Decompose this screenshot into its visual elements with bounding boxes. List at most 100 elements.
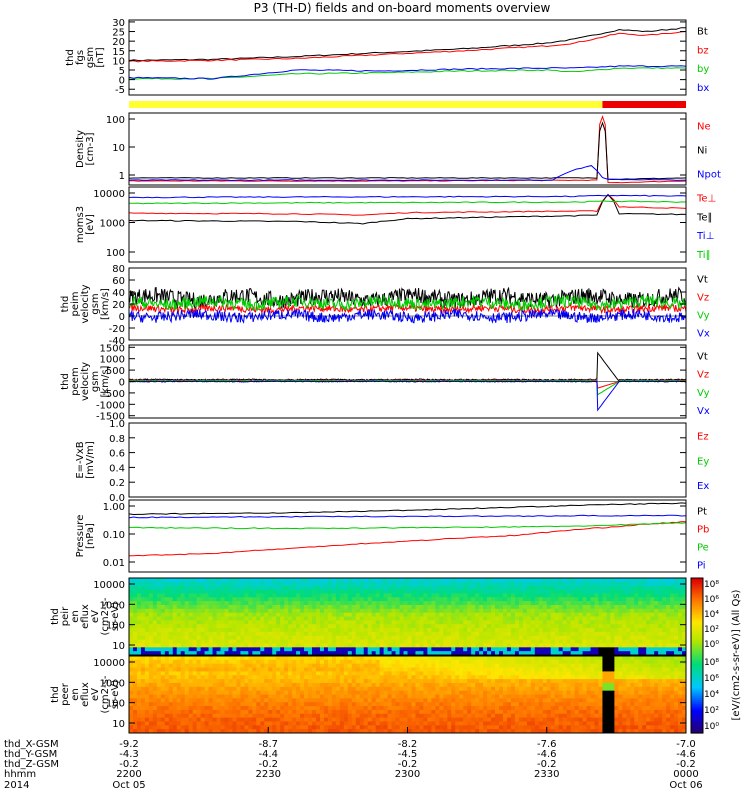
heatmap-cell xyxy=(308,706,313,711)
heatmap-cell xyxy=(514,679,520,684)
heatmap-cell xyxy=(228,682,233,688)
heatmap-cell xyxy=(204,686,210,692)
heatmap-cell xyxy=(646,620,651,625)
heatmap-cell xyxy=(200,729,206,734)
heatmap-cell xyxy=(658,581,663,587)
heatmap-cell xyxy=(423,608,428,614)
heatmap-cell xyxy=(439,639,444,644)
heatmap-cell xyxy=(606,612,611,617)
heatmap-cell xyxy=(268,612,273,617)
heatmap-cell xyxy=(363,729,369,734)
heatmap-cell xyxy=(343,604,349,610)
heatmap-cell xyxy=(136,725,142,730)
heatmap-cell xyxy=(674,647,679,652)
heatmap-cell xyxy=(240,721,245,726)
heatmap-cell xyxy=(387,721,393,726)
heatmap-cell xyxy=(292,616,297,621)
heatmap-cell xyxy=(224,635,229,641)
heatmap-cell xyxy=(502,656,508,661)
heatmap-cell xyxy=(670,612,675,617)
heatmap-cell xyxy=(212,667,218,672)
heatmap-cell xyxy=(495,581,500,587)
heatmap-cell xyxy=(323,601,329,606)
heatmap-cell xyxy=(304,717,309,722)
heatmap-cell xyxy=(248,690,253,695)
heatmap-cell xyxy=(355,643,361,648)
heatmap-cell xyxy=(387,702,393,707)
heatmap-cell xyxy=(371,597,377,602)
heatmap-cell xyxy=(558,612,564,617)
heatmap-cell xyxy=(423,706,428,711)
heatmap-cell xyxy=(479,706,484,711)
heatmap-cell xyxy=(387,725,393,730)
heatmap-cell xyxy=(343,651,349,656)
heatmap-cell xyxy=(558,639,564,644)
heatmap-cell xyxy=(678,651,683,656)
heatmap-cell xyxy=(467,616,472,621)
heatmap-cell xyxy=(395,601,401,606)
heatmap-cell xyxy=(204,601,210,606)
heatmap-cell xyxy=(236,702,241,707)
heatmap-cell xyxy=(335,659,341,665)
heatmap-cell xyxy=(447,725,452,730)
heatmap-cell xyxy=(339,612,345,617)
heatmap-cell xyxy=(180,624,186,629)
heatmap-cell xyxy=(375,659,381,665)
heatmap-cell xyxy=(514,651,520,656)
heatmap-cell xyxy=(200,690,206,695)
heatmap-cell xyxy=(292,597,297,602)
heatmap-cell xyxy=(339,667,345,672)
heatmap-cell xyxy=(168,663,174,669)
heatmap-cell xyxy=(284,604,289,610)
heatmap-cell xyxy=(319,635,325,641)
heatmap-cell xyxy=(188,647,194,652)
heatmap-cell xyxy=(347,671,353,676)
heatmap-cell xyxy=(570,581,576,587)
heatmap-cell xyxy=(280,690,285,695)
heatmap-cell xyxy=(634,612,639,617)
heatmap-cell xyxy=(256,608,261,614)
heatmap-cell xyxy=(284,647,289,652)
heatmap-cell xyxy=(411,659,416,665)
legend-pressure-2: Pe xyxy=(697,542,709,553)
heatmap-cell xyxy=(264,729,269,734)
heatmap-cell xyxy=(288,608,293,614)
heatmap-cell xyxy=(427,709,432,715)
heatmap-cell xyxy=(435,675,440,680)
series-temperature-2 xyxy=(128,194,687,199)
heatmap-cell xyxy=(252,647,257,652)
heatmap-cell xyxy=(172,597,178,602)
heatmap-cell xyxy=(479,589,484,594)
legend-temperature-3: Ti∥ xyxy=(696,250,711,261)
heatmap-cell xyxy=(228,581,233,587)
heatmap-cell xyxy=(483,698,488,703)
heatmap-cell xyxy=(335,593,341,598)
heatmap-cell xyxy=(463,686,468,692)
heatmap-cell xyxy=(308,656,313,661)
heatmap-cell xyxy=(447,581,452,587)
heatmap-cell xyxy=(140,631,146,637)
heatmap-cell xyxy=(538,620,544,625)
heatmap-cell xyxy=(331,647,337,652)
heatmap-cell xyxy=(582,612,588,617)
heatmap-cell xyxy=(304,631,309,637)
heatmap-cell xyxy=(288,589,293,594)
heatmap-cell xyxy=(654,585,659,591)
heatmap-cell xyxy=(272,721,277,726)
heatmap-cell xyxy=(296,702,301,707)
heatmap-cell xyxy=(327,585,333,591)
heatmap-cell xyxy=(256,601,261,606)
heatmap-cell xyxy=(423,709,428,715)
heatmap-cell xyxy=(272,597,277,602)
heatmap-cell xyxy=(168,659,174,665)
heatmap-cell xyxy=(455,601,460,606)
heatmap-cell xyxy=(308,725,313,730)
heatmap-cell xyxy=(407,578,412,583)
heatmap-cell xyxy=(224,608,229,614)
heatmap-cell xyxy=(308,709,313,715)
heatmap-cell xyxy=(502,659,508,665)
heatmap-cell xyxy=(160,578,166,583)
heatmap-cell xyxy=(212,671,218,676)
heatmap-cell xyxy=(300,601,305,606)
